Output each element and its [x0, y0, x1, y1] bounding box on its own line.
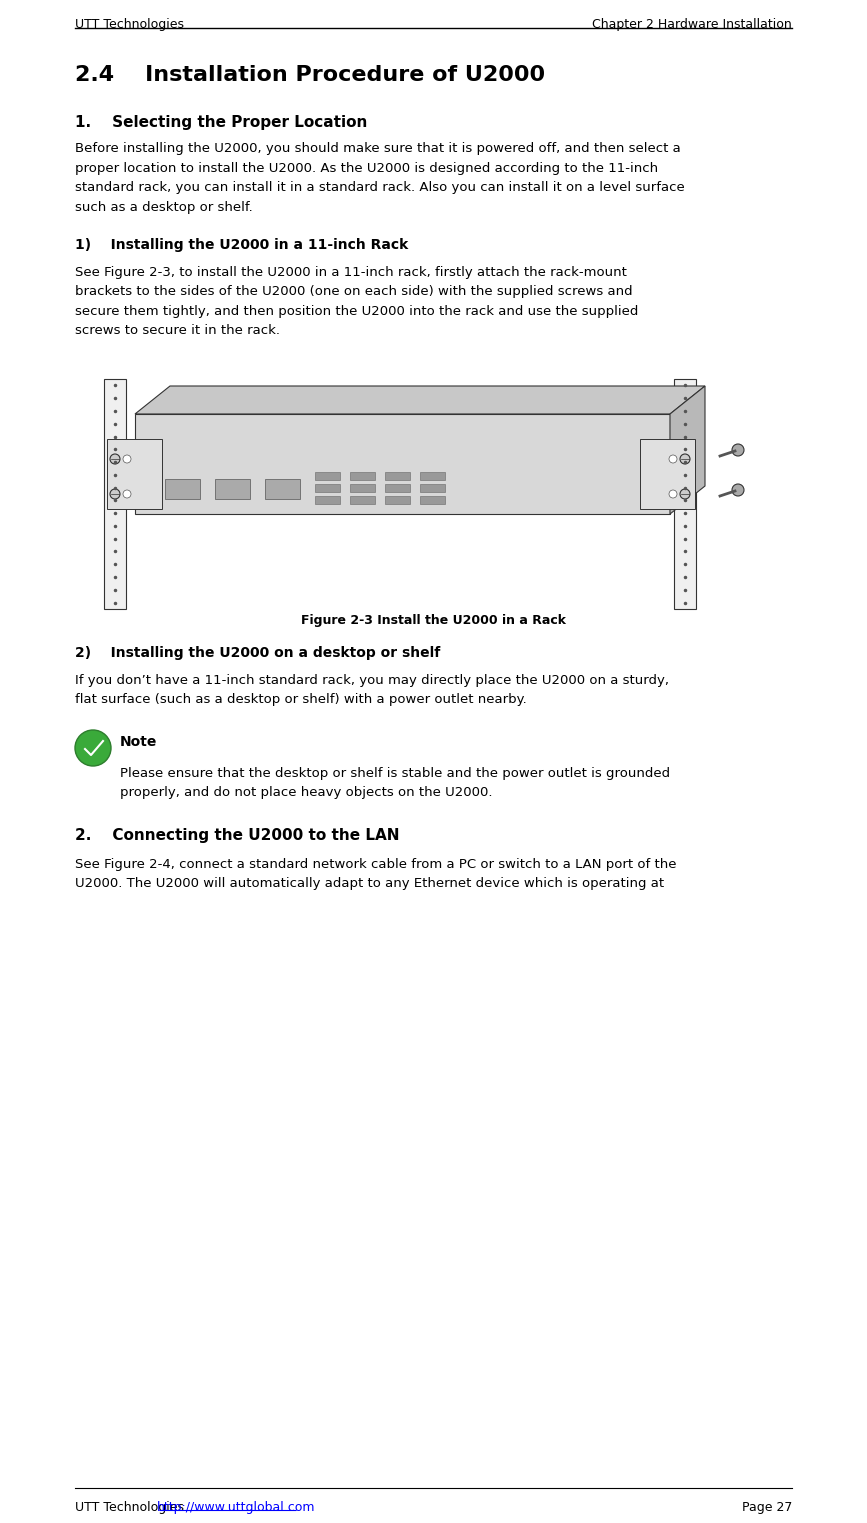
Polygon shape — [135, 385, 705, 414]
Text: UTT Technologies: UTT Technologies — [75, 18, 184, 30]
Circle shape — [669, 490, 677, 498]
Bar — [420, 496, 445, 504]
Text: flat surface (such as a desktop or shelf) with a power outlet nearby.: flat surface (such as a desktop or shelf… — [75, 693, 527, 707]
Circle shape — [75, 730, 111, 766]
Text: proper location to install the U2000. As the U2000 is designed according to the : proper location to install the U2000. As… — [75, 161, 658, 175]
Text: Page 27: Page 27 — [741, 1502, 792, 1514]
Bar — [315, 484, 340, 492]
Text: UTT Technologies: UTT Technologies — [75, 1502, 188, 1514]
Polygon shape — [670, 385, 705, 513]
Text: Before installing the U2000, you should make sure that it is powered off, and th: Before installing the U2000, you should … — [75, 142, 681, 155]
Text: 1)    Installing the U2000 in a 11-inch Rack: 1) Installing the U2000 in a 11-inch Rac… — [75, 238, 408, 251]
Circle shape — [110, 454, 120, 465]
Bar — [265, 480, 300, 500]
Text: Figure 2-3 Install the U2000 in a Rack: Figure 2-3 Install the U2000 in a Rack — [301, 614, 566, 627]
Bar — [350, 472, 375, 480]
Circle shape — [732, 445, 744, 455]
Text: such as a desktop or shelf.: such as a desktop or shelf. — [75, 201, 253, 213]
Text: standard rack, you can install it in a standard rack. Also you can install it on: standard rack, you can install it in a s… — [75, 181, 685, 193]
Circle shape — [680, 454, 690, 465]
Circle shape — [123, 455, 131, 463]
Bar — [315, 496, 340, 504]
Text: properly, and do not place heavy objects on the U2000.: properly, and do not place heavy objects… — [120, 786, 492, 800]
Text: U2000. The U2000 will automatically adapt to any Ethernet device which is operat: U2000. The U2000 will automatically adap… — [75, 877, 664, 891]
Text: Chapter 2 Hardware Installation: Chapter 2 Hardware Installation — [592, 18, 792, 30]
Text: screws to secure it in the rack.: screws to secure it in the rack. — [75, 324, 280, 338]
Text: If you don’t have a 11-inch standard rack, you may directly place the U2000 on a: If you don’t have a 11-inch standard rac… — [75, 675, 669, 687]
Circle shape — [123, 490, 131, 498]
Text: 1.    Selecting the Proper Location: 1. Selecting the Proper Location — [75, 116, 368, 129]
Circle shape — [680, 489, 690, 500]
Bar — [104, 379, 126, 609]
Bar — [165, 480, 200, 500]
Text: See Figure 2-4, connect a standard network cable from a PC or switch to a LAN po: See Figure 2-4, connect a standard netwo… — [75, 857, 676, 871]
Text: Note: Note — [120, 736, 158, 749]
Bar — [674, 379, 696, 609]
Text: http://www.uttglobal.com: http://www.uttglobal.com — [157, 1502, 316, 1514]
Text: secure them tightly, and then position the U2000 into the rack and use the suppl: secure them tightly, and then position t… — [75, 305, 638, 318]
Bar — [420, 484, 445, 492]
Bar — [215, 480, 250, 500]
Bar — [350, 484, 375, 492]
Text: brackets to the sides of the U2000 (one on each side) with the supplied screws a: brackets to the sides of the U2000 (one … — [75, 285, 633, 299]
Bar — [385, 472, 410, 480]
Circle shape — [732, 484, 744, 496]
Text: See Figure 2-3, to install the U2000 in a 11-inch rack, firstly attach the rack-: See Figure 2-3, to install the U2000 in … — [75, 267, 627, 279]
Text: Please ensure that the desktop or shelf is stable and the power outlet is ground: Please ensure that the desktop or shelf … — [120, 768, 670, 780]
Bar — [315, 472, 340, 480]
Bar — [385, 484, 410, 492]
Polygon shape — [135, 414, 670, 513]
Bar — [107, 439, 162, 509]
Bar — [350, 496, 375, 504]
Bar — [385, 496, 410, 504]
Text: 2.4    Installation Procedure of U2000: 2.4 Installation Procedure of U2000 — [75, 65, 545, 85]
Bar — [420, 472, 445, 480]
Bar — [640, 439, 695, 509]
Circle shape — [669, 455, 677, 463]
Circle shape — [110, 489, 120, 500]
Text: 2.    Connecting the U2000 to the LAN: 2. Connecting the U2000 to the LAN — [75, 829, 400, 844]
Text: 2)    Installing the U2000 on a desktop or shelf: 2) Installing the U2000 on a desktop or … — [75, 646, 440, 659]
